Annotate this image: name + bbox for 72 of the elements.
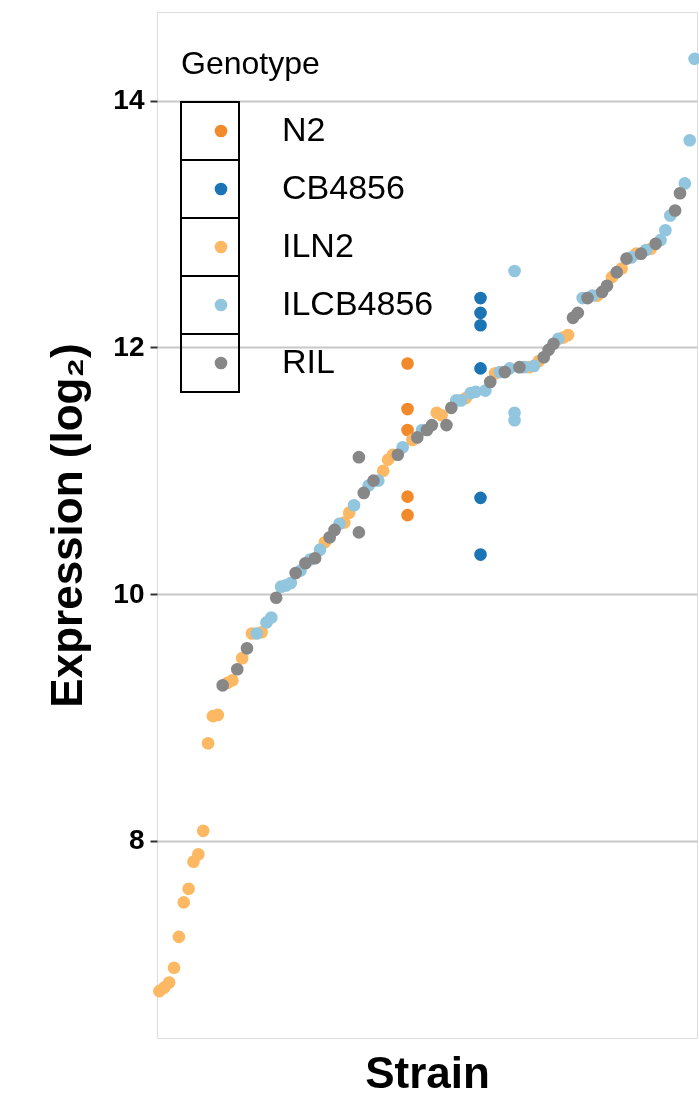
- point: [172, 930, 186, 944]
- point: [401, 508, 414, 522]
- x-axis-title: Strain: [365, 1047, 490, 1097]
- point: [391, 448, 405, 462]
- y-tick-label: 10: [113, 577, 145, 609]
- point: [401, 423, 414, 437]
- point: [498, 365, 512, 379]
- point: [474, 306, 487, 320]
- y-axis-title: Expression (log₂): [42, 343, 92, 708]
- y-tick-label: 14: [113, 84, 145, 116]
- point: [401, 490, 414, 503]
- legend-label: CB4856: [282, 168, 405, 206]
- point: [668, 204, 682, 217]
- point: [269, 591, 283, 605]
- point: [600, 279, 614, 293]
- point: [610, 265, 624, 279]
- point: [376, 464, 390, 478]
- point: [581, 291, 594, 305]
- point: [352, 450, 366, 464]
- point: [445, 401, 458, 415]
- point: [649, 237, 662, 251]
- point: [226, 674, 239, 687]
- point: [196, 824, 210, 838]
- point: [483, 375, 497, 389]
- point: [289, 566, 302, 580]
- point: [265, 611, 278, 624]
- legend-label: RIL: [282, 342, 335, 380]
- point: [401, 357, 414, 370]
- point: [401, 402, 414, 416]
- legend-label: ILN2: [282, 226, 354, 264]
- point: [177, 896, 191, 909]
- y-tick-label: 8: [128, 824, 145, 856]
- point: [201, 736, 215, 750]
- legend-title: Genotype: [181, 45, 320, 81]
- point: [435, 408, 448, 422]
- point: [192, 847, 205, 861]
- point: [182, 882, 195, 896]
- point: [683, 133, 697, 147]
- point: [352, 526, 366, 539]
- point: [474, 362, 487, 375]
- point: [410, 431, 424, 444]
- point: [678, 177, 692, 190]
- point: [328, 523, 341, 537]
- point: [425, 418, 439, 432]
- point: [474, 491, 487, 505]
- point: [230, 662, 244, 676]
- point: [240, 642, 254, 655]
- point: [634, 247, 648, 261]
- point: [284, 576, 298, 590]
- point: [673, 186, 687, 200]
- point: [235, 651, 249, 665]
- point: [347, 498, 361, 512]
- point: [474, 291, 487, 305]
- point: [162, 976, 176, 989]
- point: [367, 474, 380, 487]
- point: [547, 337, 560, 351]
- point: [216, 679, 229, 692]
- point: [659, 223, 672, 237]
- point: [571, 306, 585, 320]
- point: [474, 548, 487, 561]
- y-tick-label: 12: [113, 330, 145, 362]
- point: [440, 418, 453, 432]
- point: [357, 486, 371, 500]
- legend-label: N2: [282, 110, 326, 148]
- point: [474, 318, 487, 332]
- legend-label: ILCB4856: [282, 284, 434, 322]
- point: [250, 627, 264, 640]
- point: [508, 264, 521, 278]
- point: [308, 551, 322, 565]
- point: [620, 252, 633, 265]
- point: [167, 961, 181, 975]
- point: [299, 556, 312, 570]
